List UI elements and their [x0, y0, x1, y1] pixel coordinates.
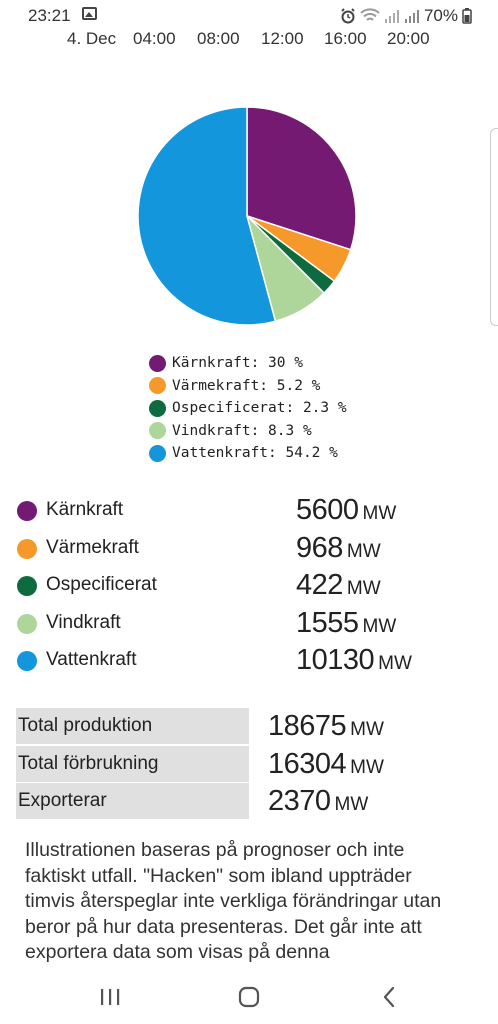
time-axis: 4. Dec 04:00 08:00 12:00 16:00 20:00 [0, 29, 498, 51]
source-name: Vindkraft [46, 611, 121, 633]
time-axis-label[interactable]: 04:00 [133, 29, 176, 48]
pie-slice-vattenkraft[interactable] [137, 106, 277, 326]
signal-icon [384, 10, 399, 23]
total-value: 18675 MW [268, 710, 384, 742]
source-name: Kärnkraft [46, 499, 124, 520]
source-name: Ospecificerat [46, 574, 157, 595]
alarm-icon [341, 8, 355, 24]
source-list: Kärnkraft 5600 MW Värmekraft 968 MW Ospecifice… [16, 494, 476, 682]
unit-label: MW [334, 794, 369, 815]
export-row: Exporterar 2370 MW [16, 783, 476, 821]
back-button[interactable] [369, 982, 409, 1012]
source-value: 1555 MW [296, 606, 397, 639]
source-row: Kärnkraft 5600 MW [16, 494, 476, 532]
source-name: Vattenkraft [46, 649, 137, 670]
navigation-bar [0, 970, 498, 1024]
time-axis-label[interactable]: 08:00 [197, 29, 240, 48]
status-bar: 23:21 70% [0, 0, 498, 30]
unit-label: MW [350, 756, 384, 778]
source-row: Värmekraft 968 MW [16, 532, 476, 570]
legend-swatch [149, 377, 166, 395]
battery-icon [462, 8, 472, 24]
pie-slice-kärnkraft[interactable] [246, 106, 357, 251]
description-text: Illustrationen baseras på prognoser och … [25, 839, 442, 964]
source-color-dot [17, 538, 37, 559]
pie-legend: Kärnkraft: 30 % Värmekraft: 5.2 % Ospecifi… [149, 352, 347, 465]
source-row: Vindkraft 1555 MW [16, 607, 476, 645]
source-value: 968 MW [296, 531, 381, 564]
unit-label: MW [362, 503, 397, 524]
recent-apps-icon [101, 989, 120, 1005]
unit-label: MW [350, 719, 384, 740]
legend-label: Värmekraft: 5.2 % [172, 377, 321, 394]
source-value: 10130 MW [296, 644, 412, 676]
time-axis-label[interactable]: 12:00 [261, 29, 304, 48]
legend-swatch [149, 444, 166, 462]
total-consumption-row: Total förbrukning 16304 MW [16, 745, 476, 784]
battery-percent: 70% [423, 6, 458, 25]
total-label: Total förbrukning [16, 745, 249, 782]
home-button[interactable] [229, 982, 269, 1012]
source-color-dot [17, 651, 37, 671]
source-value: 5600 MW [296, 494, 397, 526]
source-row: Ospecificerat 422 MW [16, 569, 476, 607]
legend-item[interactable]: Värmekraft: 5.2 % [149, 375, 347, 398]
total-value: 16304 MW [268, 747, 384, 780]
legend-swatch [149, 354, 166, 372]
legend-swatch [149, 399, 166, 417]
unit-label: MW [346, 578, 381, 599]
status-time: 23:21 [28, 6, 71, 25]
total-production-row: Total produktion 18675 MW [16, 708, 476, 746]
unit-label: MW [378, 653, 412, 674]
wifi-icon [360, 8, 380, 21]
legend-item[interactable]: Ospecificerat: 2.3 % [149, 397, 347, 420]
source-row: Vattenkraft 10130 MW [16, 644, 476, 682]
legend-label: Vindkraft: 8.3 % [172, 422, 312, 439]
back-icon [383, 986, 395, 1008]
recent-apps-button[interactable] [90, 982, 130, 1012]
edge-panel-handle[interactable] [490, 128, 498, 326]
legend-label: Vattenkraft: 54.2 % [172, 445, 338, 462]
source-color-dot [17, 501, 37, 521]
signal-icon [404, 10, 419, 23]
legend-item[interactable]: Kärnkraft: 30 % [149, 352, 347, 375]
legend-item[interactable]: Vindkraft: 8.3 % [149, 420, 347, 443]
image-icon [82, 7, 97, 20]
time-axis-label[interactable]: 20:00 [387, 29, 430, 48]
source-color-dot [17, 613, 37, 634]
totals-table: Total produktion 18675 MW Total förbrukni… [16, 708, 476, 821]
total-label: Exporterar [16, 783, 249, 819]
legend-item[interactable]: Vattenkraft: 54.2 % [149, 442, 347, 465]
unit-label: MW [362, 615, 397, 637]
time-axis-label[interactable]: 16:00 [324, 29, 367, 48]
legend-swatch [149, 422, 166, 440]
legend-label: Ospecificerat: 2.3 % [172, 400, 347, 417]
unit-label: MW [346, 540, 381, 562]
total-value: 2370 MW [268, 785, 369, 817]
source-name: Värmekraft [46, 536, 139, 558]
production-pie-chart [137, 106, 357, 326]
status-icons: 70% [340, 6, 472, 26]
home-icon [238, 986, 260, 1008]
legend-label: Kärnkraft: 30 % [172, 355, 303, 372]
source-value: 422 MW [296, 569, 381, 601]
source-color-dot [17, 576, 37, 596]
total-label: Total produktion [16, 708, 249, 744]
time-axis-label[interactable]: 4. Dec [67, 29, 117, 48]
